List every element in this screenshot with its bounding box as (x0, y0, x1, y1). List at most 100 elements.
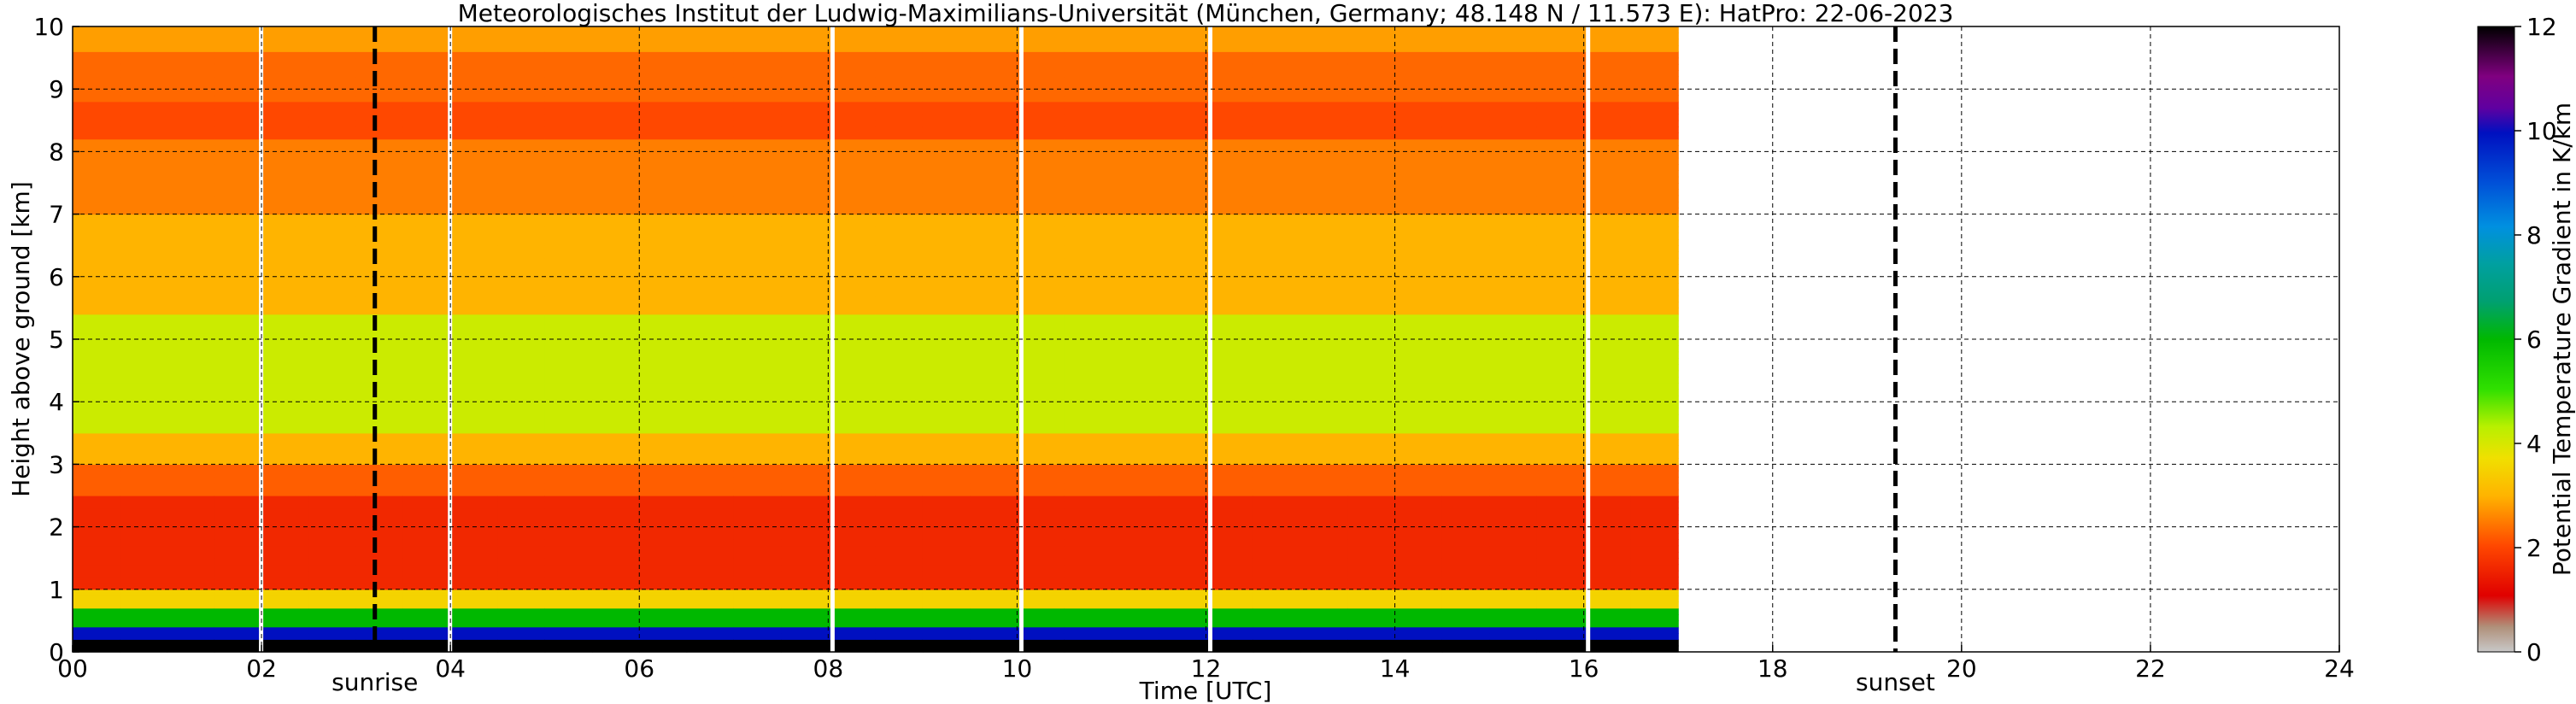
heatmap-cell (1583, 114, 1632, 121)
heatmap-cell (167, 326, 215, 334)
heatmap-cell (1300, 138, 1348, 146)
heatmap-cell (497, 332, 546, 340)
heatmap-cell (686, 270, 735, 278)
heatmap-cell (639, 132, 688, 140)
heatmap-cell (1536, 358, 1585, 365)
heatmap-cell (922, 32, 971, 40)
heatmap-cell (1536, 32, 1585, 40)
heatmap-cell (733, 526, 782, 534)
heatmap-cell (544, 176, 593, 184)
heatmap-cell (1300, 145, 1348, 152)
heatmap-cell (214, 232, 262, 240)
heatmap-cell (1206, 157, 1254, 165)
heatmap-cell (1064, 358, 1112, 365)
heatmap-cell (592, 445, 640, 453)
heatmap-cell (1112, 120, 1159, 127)
heatmap-cell (1112, 483, 1159, 490)
heatmap-cell (1017, 502, 1065, 509)
heatmap-cell (1017, 38, 1065, 46)
x-tick-label: 24 (2324, 654, 2355, 683)
heatmap-cell (875, 326, 924, 334)
heatmap-cell (73, 326, 120, 334)
heatmap-cell (1394, 545, 1443, 553)
heatmap-cell (733, 601, 782, 609)
heatmap-cell (1583, 532, 1632, 540)
heatmap-cell (308, 496, 357, 502)
heatmap-cell (639, 70, 688, 78)
heatmap-cell (1159, 439, 1207, 446)
heatmap-cell (1064, 464, 1112, 472)
heatmap-cell (73, 232, 120, 240)
heatmap-cell (1064, 402, 1112, 409)
heatmap-cell (1112, 276, 1159, 284)
heatmap-cell (1347, 202, 1396, 208)
heatmap-cell (450, 408, 499, 415)
heatmap-cell (73, 108, 120, 115)
heatmap-cell (73, 570, 120, 578)
heatmap-cell (875, 295, 924, 302)
heatmap-cell (781, 426, 829, 434)
heatmap-cell (497, 496, 546, 502)
heatmap-cell (1112, 32, 1159, 40)
heatmap-cell (1347, 26, 1396, 33)
heatmap-cell (1441, 214, 1490, 221)
heatmap-cell (308, 195, 357, 202)
heatmap-cell (1441, 245, 1490, 253)
heatmap-cell (1112, 264, 1159, 272)
heatmap-cell (120, 264, 168, 272)
heatmap-cell (120, 445, 168, 453)
heatmap-cell (497, 439, 546, 446)
heatmap-cell (261, 308, 309, 315)
heatmap-cell (875, 445, 924, 453)
heatmap-cell (1064, 295, 1112, 302)
heatmap-cell (1536, 607, 1585, 615)
heatmap-cell (1206, 395, 1254, 402)
heatmap-cell (1536, 214, 1585, 221)
heatmap-cell (1159, 339, 1207, 346)
x-tick-label: 02 (246, 654, 277, 683)
heatmap-cell (355, 539, 404, 547)
heatmap-cell (120, 470, 168, 478)
heatmap-cell (120, 389, 168, 396)
heatmap-cell (1112, 289, 1159, 296)
heatmap-cell (592, 202, 640, 208)
heatmap-cell (1159, 145, 1207, 152)
heatmap-cell (1159, 126, 1207, 133)
heatmap-cell (686, 63, 735, 71)
heatmap-cell (1630, 514, 1679, 521)
heatmap-cell (261, 551, 309, 559)
heatmap-cell (1394, 639, 1443, 647)
heatmap-cell (1489, 558, 1537, 566)
heatmap-cell (1489, 264, 1537, 272)
heatmap-cell (544, 157, 593, 165)
heatmap-cell (1253, 251, 1301, 259)
heatmap-cell (733, 370, 782, 378)
heatmap-cell (1489, 420, 1537, 428)
heatmap-cell (781, 558, 829, 566)
heatmap-cell (1347, 520, 1396, 528)
heatmap-cell (120, 208, 168, 215)
heatmap-cell (1441, 414, 1490, 421)
heatmap-cell (1394, 383, 1443, 390)
heatmap-cell (922, 583, 971, 590)
heatmap-cell (1394, 370, 1443, 378)
heatmap-cell (1112, 176, 1159, 184)
heatmap-cell (1630, 183, 1679, 190)
heatmap-cell (1017, 89, 1065, 97)
heatmap-cell (686, 589, 735, 596)
heatmap-cell (970, 395, 1018, 402)
heatmap-cell (922, 339, 971, 346)
heatmap-cell (402, 138, 451, 146)
heatmap-cell (120, 283, 168, 290)
heatmap-cell (733, 326, 782, 334)
heatmap-cell (639, 345, 688, 353)
heatmap-cell (639, 195, 688, 202)
heatmap-cell (402, 195, 451, 202)
heatmap-cell (1206, 502, 1254, 509)
heatmap-cell (1394, 70, 1443, 78)
heatmap-cell (544, 314, 593, 321)
heatmap-cell (922, 564, 971, 572)
heatmap-cell (497, 432, 546, 440)
heatmap-cell (1159, 302, 1207, 308)
heatmap-cell (686, 126, 735, 133)
